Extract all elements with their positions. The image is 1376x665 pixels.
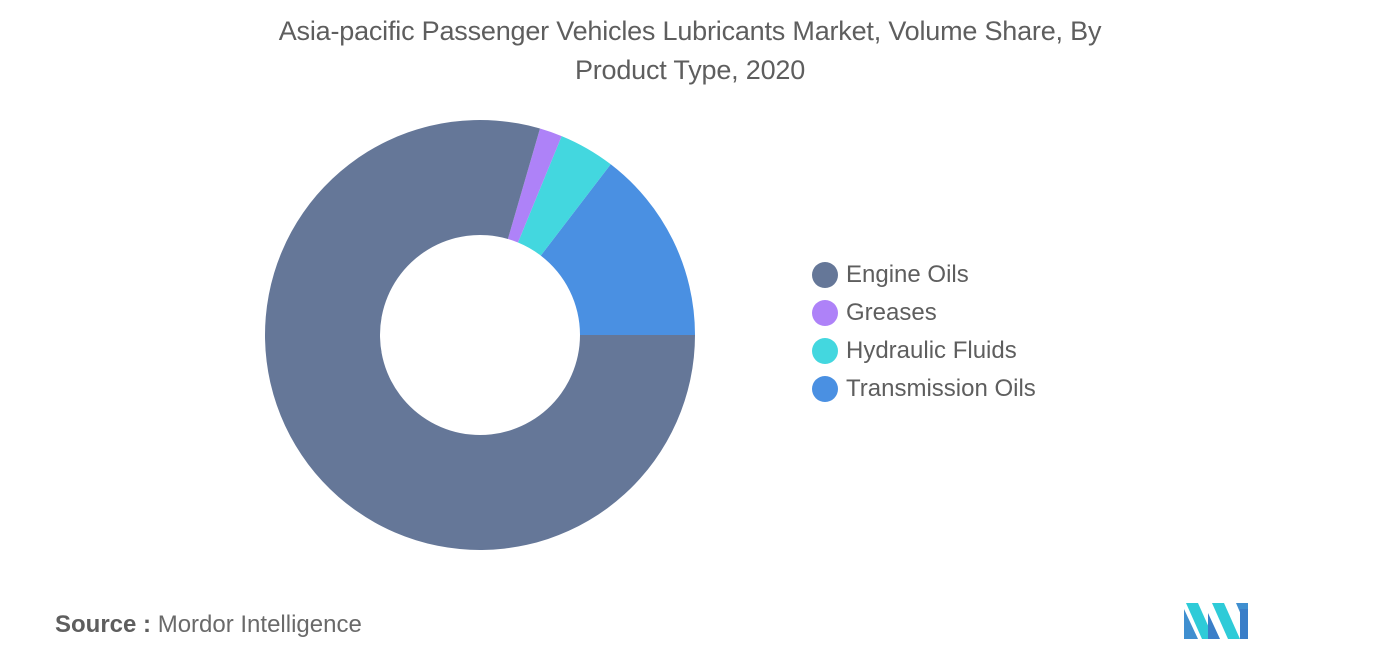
legend-swatch xyxy=(812,262,838,288)
legend-label: Greases xyxy=(846,299,937,326)
legend-label: Transmission Oils xyxy=(846,375,1036,402)
slice-hydraulic-fluids xyxy=(517,136,611,256)
legend-item-hydraulic-fluids: Hydraulic Fluids xyxy=(812,332,1036,370)
chart-legend: Engine Oils Greases Hydraulic Fluids Transm… xyxy=(812,256,1036,408)
slice-engine-oils xyxy=(265,119,695,550)
chart-title-line-2: Product Type, 2020 xyxy=(574,55,806,85)
source-note: Source : Mordor Intelligence xyxy=(55,611,362,639)
legend-item-engine-oils: Engine Oils xyxy=(812,256,1036,294)
chart-title-line-1: Asia-pacific Passenger Vehicles Lubrican… xyxy=(278,16,1102,46)
legend-swatch xyxy=(812,338,838,364)
legend-item-transmission-oils: Transmission Oils xyxy=(812,370,1036,408)
legend-label: Engine Oils xyxy=(846,261,969,288)
chart-title: Asia-pacific Passenger Vehicles Lubrican… xyxy=(0,12,1376,90)
source-value: Mordor Intelligence xyxy=(157,611,362,638)
slice-transmission-oils xyxy=(540,164,695,335)
source-label: Source : xyxy=(55,611,152,638)
mordor-intelligence-logo-icon xyxy=(1184,603,1248,639)
legend-swatch xyxy=(812,300,838,326)
slice-greases xyxy=(507,128,562,243)
legend-swatch xyxy=(812,376,838,402)
legend-label: Hydraulic Fluids xyxy=(846,337,1017,364)
legend-item-greases: Greases xyxy=(812,294,1036,332)
